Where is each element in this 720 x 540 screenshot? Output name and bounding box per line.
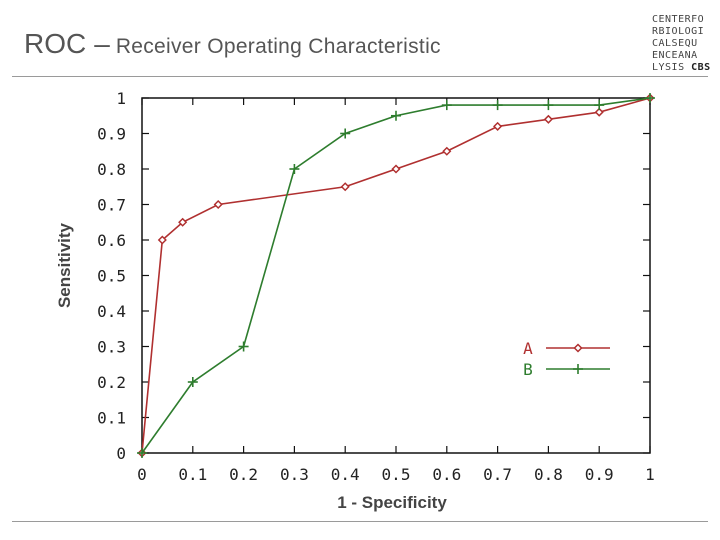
logo-line-5-prefix: LYSIS	[652, 62, 685, 73]
series-b-point	[645, 93, 655, 103]
x-tick-label: 0.4	[331, 465, 360, 484]
title-dash: –	[94, 28, 110, 59]
legend-marker-a	[573, 343, 583, 353]
x-tick-label: 0.9	[585, 465, 614, 484]
x-axis-title: 1 - Specificity	[337, 493, 447, 512]
y-tick-label: 0.9	[97, 125, 126, 144]
series-b-point	[238, 341, 249, 352]
series-b-point	[340, 128, 351, 139]
series-b-point	[187, 377, 198, 387]
logo-cbs: CBS	[691, 62, 711, 73]
y-tick-label: 1	[116, 89, 126, 108]
x-tick-label: 0	[137, 465, 147, 484]
logo-line-3: CALSEQU	[652, 38, 698, 49]
y-tick-label: 0.8	[97, 160, 126, 179]
series-a-point	[157, 235, 167, 245]
series-b-point	[289, 164, 300, 174]
series-a-point	[594, 107, 604, 117]
y-tick-label: 0	[116, 444, 126, 463]
x-tick-label: 0.3	[280, 465, 309, 484]
logo-line-1: CENTERFO	[652, 14, 705, 25]
legend-label-b: B	[523, 360, 533, 379]
x-tick-label: 0.6	[432, 465, 461, 484]
logo-line-2: RBIOLOGI	[652, 26, 705, 37]
y-tick-label: 0.1	[97, 409, 126, 428]
x-tick-label: 0.1	[178, 465, 207, 484]
legend-label-a: A	[523, 339, 533, 358]
x-tick-label: 0.8	[534, 465, 563, 484]
series-a-point	[493, 121, 503, 131]
series-a-line	[141, 97, 651, 454]
cbs-logo: CENTERFO RBIOLOGI CALSEQU ENCEANA LYSIS …	[652, 14, 714, 74]
y-tick-label: 0.6	[97, 231, 126, 250]
y-tick-label: 0.7	[97, 196, 126, 215]
y-tick-label: 0.2	[97, 373, 126, 392]
title-subtitle: Receiver Operating Characteristic	[115, 35, 441, 58]
series-b-point	[391, 110, 401, 121]
title-divider	[12, 76, 708, 77]
series-b-point	[594, 100, 605, 111]
y-axis-title: Sensitivity	[55, 222, 74, 308]
plot-frame	[141, 97, 651, 454]
x-tick-label: 0.2	[229, 465, 258, 484]
series-a-point	[543, 114, 553, 124]
series-a-point	[391, 164, 401, 174]
series-a-point	[340, 182, 350, 192]
y-tick-label: 0.3	[97, 338, 126, 357]
series-b-line	[141, 97, 651, 454]
series-b-point	[543, 100, 554, 111]
series-a-point	[178, 217, 188, 227]
y-tick-label: 0.4	[97, 302, 126, 321]
logo-line-5: LYSIS CBS	[652, 62, 714, 74]
x-tick-label: 1	[645, 465, 655, 484]
series-a-point	[442, 146, 452, 156]
x-tick-label: 0.7	[483, 465, 512, 484]
slide-title: ROC – Receiver Operating Characteristic	[24, 28, 441, 60]
logo-line-4: ENCEANA	[652, 50, 698, 61]
series-b-point	[137, 448, 147, 458]
title-main: ROC	[24, 28, 87, 59]
series-b-point	[492, 100, 503, 111]
legend-marker-b	[573, 364, 583, 374]
series-a-point	[213, 199, 223, 210]
y-tick-label: 0.5	[97, 267, 126, 286]
series-b-point	[441, 100, 452, 111]
x-tick-label: 0.5	[382, 465, 411, 484]
footer-divider	[12, 521, 708, 522]
